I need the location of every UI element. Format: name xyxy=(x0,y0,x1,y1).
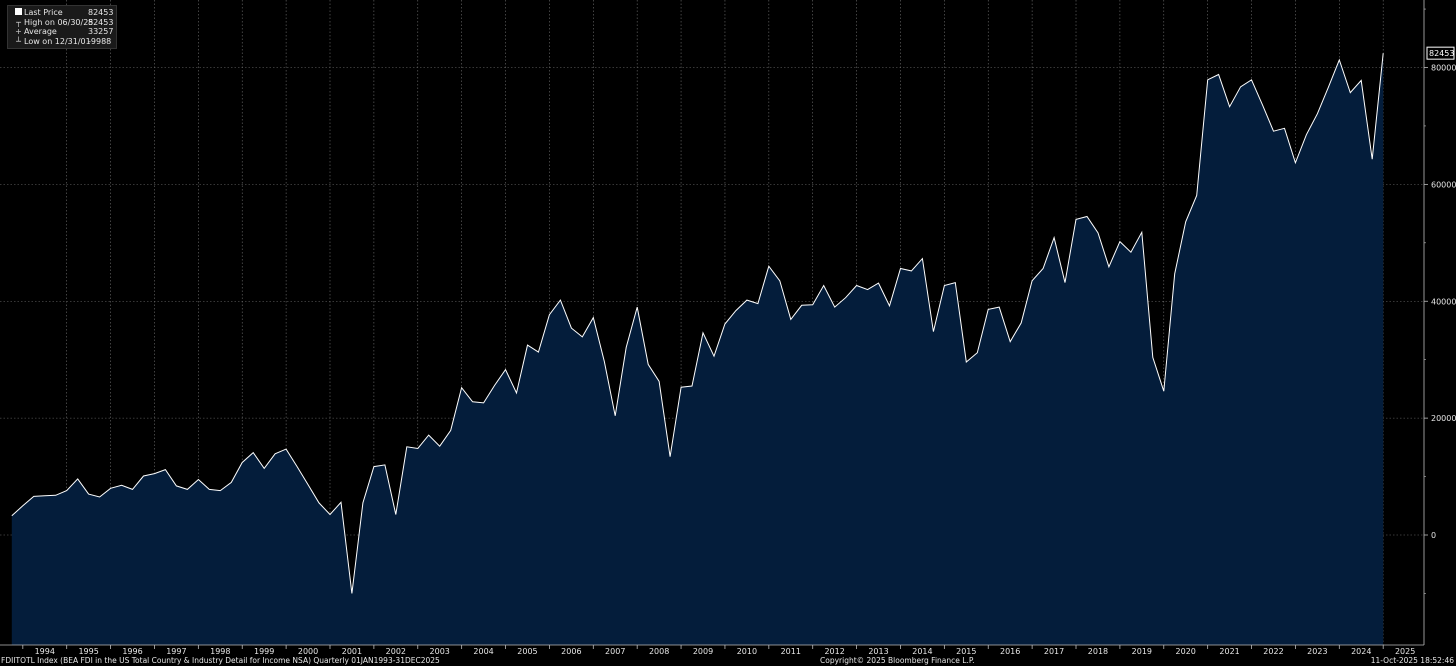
legend-value: -9988 xyxy=(88,36,112,46)
x-tick-label: 2013 xyxy=(868,647,888,656)
legend-label: Last Price xyxy=(24,8,63,17)
legend-value: 82453 xyxy=(88,17,114,27)
x-tick-label: 1994 xyxy=(35,647,55,656)
y-tick-label: 80000 xyxy=(1431,64,1456,73)
y-tick-label: 20000 xyxy=(1431,414,1456,423)
legend-item-average: + Average 33257 xyxy=(13,27,114,37)
x-tick-label: 2020 xyxy=(1176,647,1196,656)
x-tick-label: 2010 xyxy=(737,647,757,656)
legend: Last Price 82453 ┬ High on 06/30/25 8245… xyxy=(7,5,117,50)
x-tick-label: 2009 xyxy=(693,647,713,656)
x-tick-label: 2008 xyxy=(649,647,669,656)
square-icon xyxy=(13,8,24,18)
x-tick-label: 1996 xyxy=(122,647,142,656)
x-tick-label: 1999 xyxy=(254,647,274,656)
x-axis: 1994 1995 1996 1997 1998 1999 2000 2001 2002 2003… xyxy=(0,644,1424,656)
last-price-label: 82453 xyxy=(1426,46,1455,60)
chart-description: FDIITOTL Index (BEA FDI in the US Total … xyxy=(1,656,440,665)
x-tick-label: 2022 xyxy=(1263,647,1283,656)
y-tick-label: 60000 xyxy=(1431,180,1456,189)
x-tick-label: 2018 xyxy=(1088,647,1108,656)
x-tick-label: 2025 xyxy=(1395,647,1415,656)
legend-item-low: ┴ Low on 12/31/01 -9988 xyxy=(13,36,112,47)
x-tick-label: 2019 xyxy=(1132,647,1152,656)
x-tick-label: 2005 xyxy=(517,647,537,656)
last-price-value: 82453 xyxy=(1429,49,1454,58)
y-axis: 0 20000 40000 60000 80000 xyxy=(1423,0,1456,645)
legend-item-last-price: Last Price 82453 xyxy=(13,8,114,18)
x-tick-label: 2007 xyxy=(605,647,625,656)
area-fill xyxy=(11,53,1384,645)
x-tick-label: 1997 xyxy=(166,647,186,656)
copyright: Copyright© 2025 Bloomberg Finance L.P. xyxy=(820,656,975,665)
footer: FDIITOTL Index (BEA FDI in the US Total … xyxy=(0,655,1456,666)
legend-value: 33257 xyxy=(88,27,114,37)
tick-icon: ┴ xyxy=(16,36,21,46)
x-tick-label: 2017 xyxy=(1044,647,1064,656)
plus-icon: + xyxy=(15,27,22,37)
legend-label: High on 06/30/25 xyxy=(24,17,94,27)
x-tick-label: 2004 xyxy=(473,647,493,656)
legend-label: Average xyxy=(24,27,57,37)
legend-label: Low on 12/31/01 xyxy=(24,36,91,46)
x-tick-label: 2002 xyxy=(386,647,406,656)
x-tick-label: 2015 xyxy=(956,647,976,656)
y-tick-label: 40000 xyxy=(1431,297,1456,306)
x-tick-label: 2012 xyxy=(824,647,844,656)
tick-icon: ┬ xyxy=(16,17,21,27)
x-tick-label: 2001 xyxy=(342,647,362,656)
x-tick-label: 2023 xyxy=(1307,647,1327,656)
x-tick-label: 2014 xyxy=(912,647,932,656)
x-tick-label: 1995 xyxy=(78,647,98,656)
x-tick-label: 2011 xyxy=(781,647,801,656)
last-price-box xyxy=(1426,46,1455,60)
timestamp: 11-Oct-2025 18:52:46 xyxy=(1370,656,1454,665)
x-tick-label: 2021 xyxy=(1219,647,1239,656)
x-tick-label: 2003 xyxy=(430,647,450,656)
x-tick-label: 2016 xyxy=(1000,647,1020,656)
x-tick-label: 2006 xyxy=(561,647,581,656)
legend-value: 82453 xyxy=(88,8,114,17)
y-tick-label: 0 xyxy=(1431,531,1436,540)
x-tick-label: 2024 xyxy=(1351,647,1371,656)
x-tick-label: 1998 xyxy=(210,647,230,656)
x-tick-label: 2000 xyxy=(298,647,318,656)
legend-item-high: ┬ High on 06/30/25 82453 xyxy=(13,17,114,28)
price-line xyxy=(11,53,1384,594)
